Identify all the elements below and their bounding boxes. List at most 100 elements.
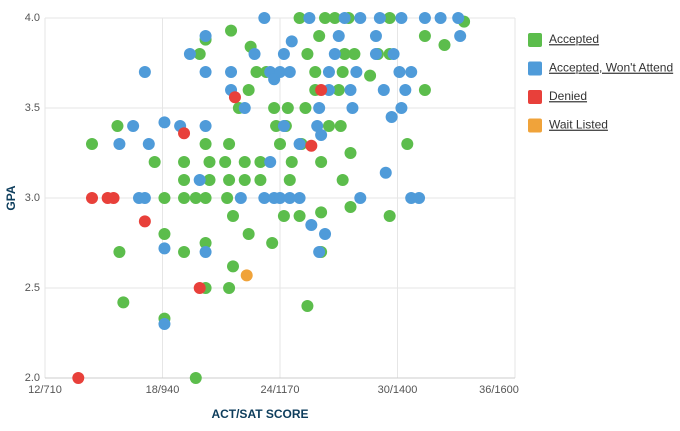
point (334, 120, 347, 132)
point (178, 246, 191, 258)
point (225, 24, 238, 37)
point (336, 66, 349, 78)
point (238, 102, 251, 114)
point (283, 174, 296, 186)
point (277, 48, 290, 60)
point (322, 120, 335, 132)
point (138, 215, 151, 228)
point (264, 156, 277, 168)
point (328, 12, 341, 24)
point (248, 48, 261, 60)
point (199, 66, 212, 78)
point (438, 39, 451, 51)
point (223, 174, 236, 186)
point (336, 174, 349, 186)
point (283, 192, 296, 204)
point (299, 102, 312, 114)
point (395, 12, 408, 24)
point (189, 192, 202, 204)
point (227, 260, 239, 273)
point (107, 192, 120, 204)
point (364, 69, 377, 82)
point (293, 12, 306, 24)
legend-swatch (528, 90, 542, 104)
point (303, 12, 316, 24)
point (313, 102, 326, 114)
point (234, 192, 247, 204)
point (199, 120, 212, 132)
point (178, 174, 191, 186)
point (393, 66, 406, 78)
point (313, 30, 326, 42)
point (193, 48, 206, 60)
point (346, 102, 359, 114)
point (199, 192, 212, 204)
point (315, 206, 328, 219)
point (228, 91, 241, 104)
point (434, 12, 447, 24)
point (328, 48, 341, 60)
point (301, 48, 314, 60)
point (189, 372, 202, 384)
point (227, 210, 239, 222)
point (383, 210, 396, 222)
legend-swatch (528, 61, 542, 76)
point (178, 156, 191, 168)
point (258, 12, 271, 24)
point (315, 129, 328, 141)
point (199, 237, 212, 249)
point (311, 120, 324, 132)
point (344, 147, 357, 159)
point (183, 48, 196, 60)
point (405, 66, 418, 78)
x-tick-label: 36/1600 (479, 384, 519, 396)
point (254, 156, 267, 168)
point (86, 138, 98, 150)
point (113, 138, 126, 150)
point (158, 192, 171, 204)
point (383, 12, 396, 24)
legend-label: Accepted, Won't Attend (549, 61, 673, 75)
point (413, 192, 426, 204)
point (319, 12, 332, 24)
point (158, 228, 171, 240)
point (274, 138, 286, 150)
point (203, 156, 216, 168)
point (203, 174, 216, 186)
x-tick-label: 12/710 (28, 384, 62, 396)
x-axis-title: ACT/SAT SCORE (211, 407, 308, 421)
y-tick-label: 2.0 (25, 372, 40, 384)
point (454, 30, 467, 42)
legend-swatch (528, 118, 542, 133)
point (193, 282, 206, 294)
point (315, 84, 328, 96)
x-tick-label: 24/1170 (261, 384, 300, 396)
point (178, 192, 191, 204)
y-tick-label: 4.0 (25, 12, 40, 24)
point (354, 12, 367, 24)
point (138, 66, 151, 78)
point (418, 30, 431, 42)
x-tick-label: 30/1400 (378, 384, 418, 396)
point (86, 192, 98, 204)
point (387, 48, 400, 60)
point (369, 48, 382, 60)
point (113, 246, 126, 258)
legend-swatch (528, 33, 542, 47)
point (225, 66, 238, 78)
y-tick-label: 3.0 (25, 192, 40, 204)
point (293, 138, 306, 150)
point (223, 282, 236, 294)
point (377, 84, 390, 96)
point (199, 138, 212, 150)
point (281, 102, 294, 114)
point (285, 35, 298, 48)
point (258, 192, 271, 204)
point (254, 174, 267, 186)
legend-label: Wait Listed (549, 118, 608, 132)
point (452, 12, 465, 24)
point (221, 192, 234, 204)
point (354, 192, 367, 204)
legend-label: Denied (549, 89, 587, 103)
point (178, 127, 191, 140)
